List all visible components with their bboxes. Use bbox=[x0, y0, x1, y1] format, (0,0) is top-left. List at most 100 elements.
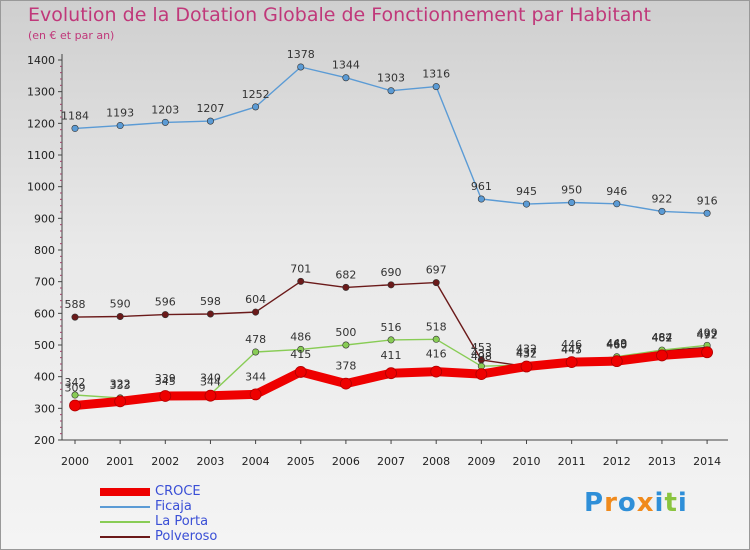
x-tick-label: 2007 bbox=[377, 455, 405, 468]
data-point-ficaja bbox=[252, 103, 260, 111]
data-label: 333 bbox=[110, 379, 131, 392]
data-point-ficaja bbox=[477, 195, 485, 203]
x-tick-label: 2001 bbox=[106, 455, 134, 468]
logo-letter: x bbox=[636, 488, 655, 518]
data-label: 516 bbox=[381, 321, 402, 334]
data-point-ficaja bbox=[342, 74, 350, 82]
data-label: 697 bbox=[426, 264, 447, 277]
data-label: 596 bbox=[155, 296, 176, 309]
data-point-croce bbox=[475, 368, 488, 381]
data-point-ficaja bbox=[71, 124, 79, 132]
logo-letter: P bbox=[584, 488, 605, 518]
data-label: 460 bbox=[606, 339, 627, 352]
data-label: 518 bbox=[426, 320, 447, 333]
data-point-la-porta bbox=[387, 336, 395, 344]
data-label: 411 bbox=[381, 349, 402, 362]
data-label: 588 bbox=[65, 298, 86, 311]
data-label: 922 bbox=[651, 192, 672, 205]
data-label: 477 bbox=[697, 328, 718, 341]
data-label: 486 bbox=[290, 330, 311, 343]
data-label: 309 bbox=[65, 381, 86, 394]
legend-swatch bbox=[100, 488, 150, 496]
data-point-ficaja bbox=[116, 122, 124, 130]
y-tick-label: 600 bbox=[34, 307, 55, 320]
data-label: 701 bbox=[290, 262, 311, 275]
y-tick-label: 700 bbox=[34, 276, 55, 289]
data-label: 342 bbox=[65, 376, 86, 389]
data-point-la-porta bbox=[297, 345, 305, 353]
x-tick-label: 2002 bbox=[151, 455, 179, 468]
data-label: 1344 bbox=[332, 59, 360, 72]
data-label: 415 bbox=[290, 348, 311, 361]
data-label: 950 bbox=[561, 184, 582, 197]
data-point-la-porta bbox=[252, 348, 260, 356]
y-tick-label: 1400 bbox=[27, 54, 55, 67]
data-point-polveroso bbox=[206, 310, 214, 318]
data-label: 604 bbox=[245, 293, 266, 306]
data-point-polveroso bbox=[297, 277, 305, 285]
y-tick-label: 800 bbox=[34, 244, 55, 257]
data-point-ficaja bbox=[387, 87, 395, 95]
data-point-ficaja bbox=[161, 118, 169, 126]
data-label: 433 bbox=[471, 347, 492, 360]
data-point-polveroso bbox=[252, 308, 260, 316]
x-tick-label: 2011 bbox=[558, 455, 586, 468]
data-point-polveroso bbox=[342, 283, 350, 291]
chart-title: Evolution de la Dotation Globale de Fonc… bbox=[28, 4, 651, 26]
data-label: 339 bbox=[155, 372, 176, 385]
legend-label: Ficaja bbox=[155, 499, 192, 514]
data-point-ficaja bbox=[568, 199, 576, 207]
legend-item: La Porta bbox=[100, 514, 260, 530]
data-label: 1303 bbox=[377, 72, 405, 85]
x-tick-label: 2012 bbox=[603, 455, 631, 468]
x-tick-label: 2009 bbox=[467, 455, 495, 468]
data-point-croce bbox=[610, 355, 623, 368]
data-label: 344 bbox=[245, 370, 266, 383]
data-label: 463 bbox=[606, 338, 627, 351]
legend-swatch bbox=[100, 506, 150, 508]
data-point-croce bbox=[430, 365, 443, 378]
y-tick-label: 1100 bbox=[27, 149, 55, 162]
data-point-croce bbox=[69, 399, 81, 412]
legend-label: CROCE bbox=[155, 484, 201, 499]
data-point-la-porta bbox=[432, 335, 440, 343]
y-tick-label: 1200 bbox=[27, 117, 55, 130]
data-label: 467 bbox=[651, 331, 672, 344]
logo-letter: t bbox=[664, 488, 678, 518]
legend-label: La Porta bbox=[155, 514, 209, 529]
x-tick-label: 2000 bbox=[61, 455, 89, 468]
data-point-croce bbox=[159, 390, 172, 402]
data-point-ficaja bbox=[703, 209, 711, 217]
y-tick-label: 900 bbox=[34, 212, 55, 225]
data-point-croce bbox=[249, 388, 262, 401]
logo-letter: i bbox=[677, 488, 688, 518]
x-tick-label: 2005 bbox=[287, 455, 315, 468]
data-label: 1193 bbox=[106, 107, 134, 120]
data-label: 446 bbox=[561, 338, 582, 351]
legend-item: Polveroso bbox=[100, 529, 260, 545]
data-label: 478 bbox=[245, 333, 266, 346]
data-point-polveroso bbox=[387, 281, 395, 289]
legend-item: Ficaja bbox=[100, 499, 260, 515]
y-tick-label: 200 bbox=[34, 434, 55, 447]
data-point-ficaja bbox=[658, 207, 666, 215]
data-label: 916 bbox=[697, 194, 718, 207]
data-label: 946 bbox=[606, 185, 627, 198]
data-label: 453 bbox=[471, 341, 492, 354]
data-label: 682 bbox=[335, 268, 356, 281]
data-label: 590 bbox=[110, 298, 131, 311]
x-tick-label: 2013 bbox=[648, 455, 676, 468]
data-label: 499 bbox=[697, 326, 718, 339]
data-point-la-porta bbox=[342, 341, 350, 349]
y-tick-label: 1000 bbox=[27, 181, 55, 194]
data-label: 340 bbox=[200, 372, 221, 385]
x-tick-label: 2004 bbox=[242, 455, 270, 468]
x-tick-label: 2006 bbox=[332, 455, 360, 468]
data-label: 416 bbox=[426, 348, 447, 361]
proxiti-logo: Proxiti bbox=[584, 488, 688, 518]
data-label: 1184 bbox=[61, 109, 89, 122]
x-tick-label: 2014 bbox=[693, 455, 721, 468]
x-tick-label: 2008 bbox=[422, 455, 450, 468]
